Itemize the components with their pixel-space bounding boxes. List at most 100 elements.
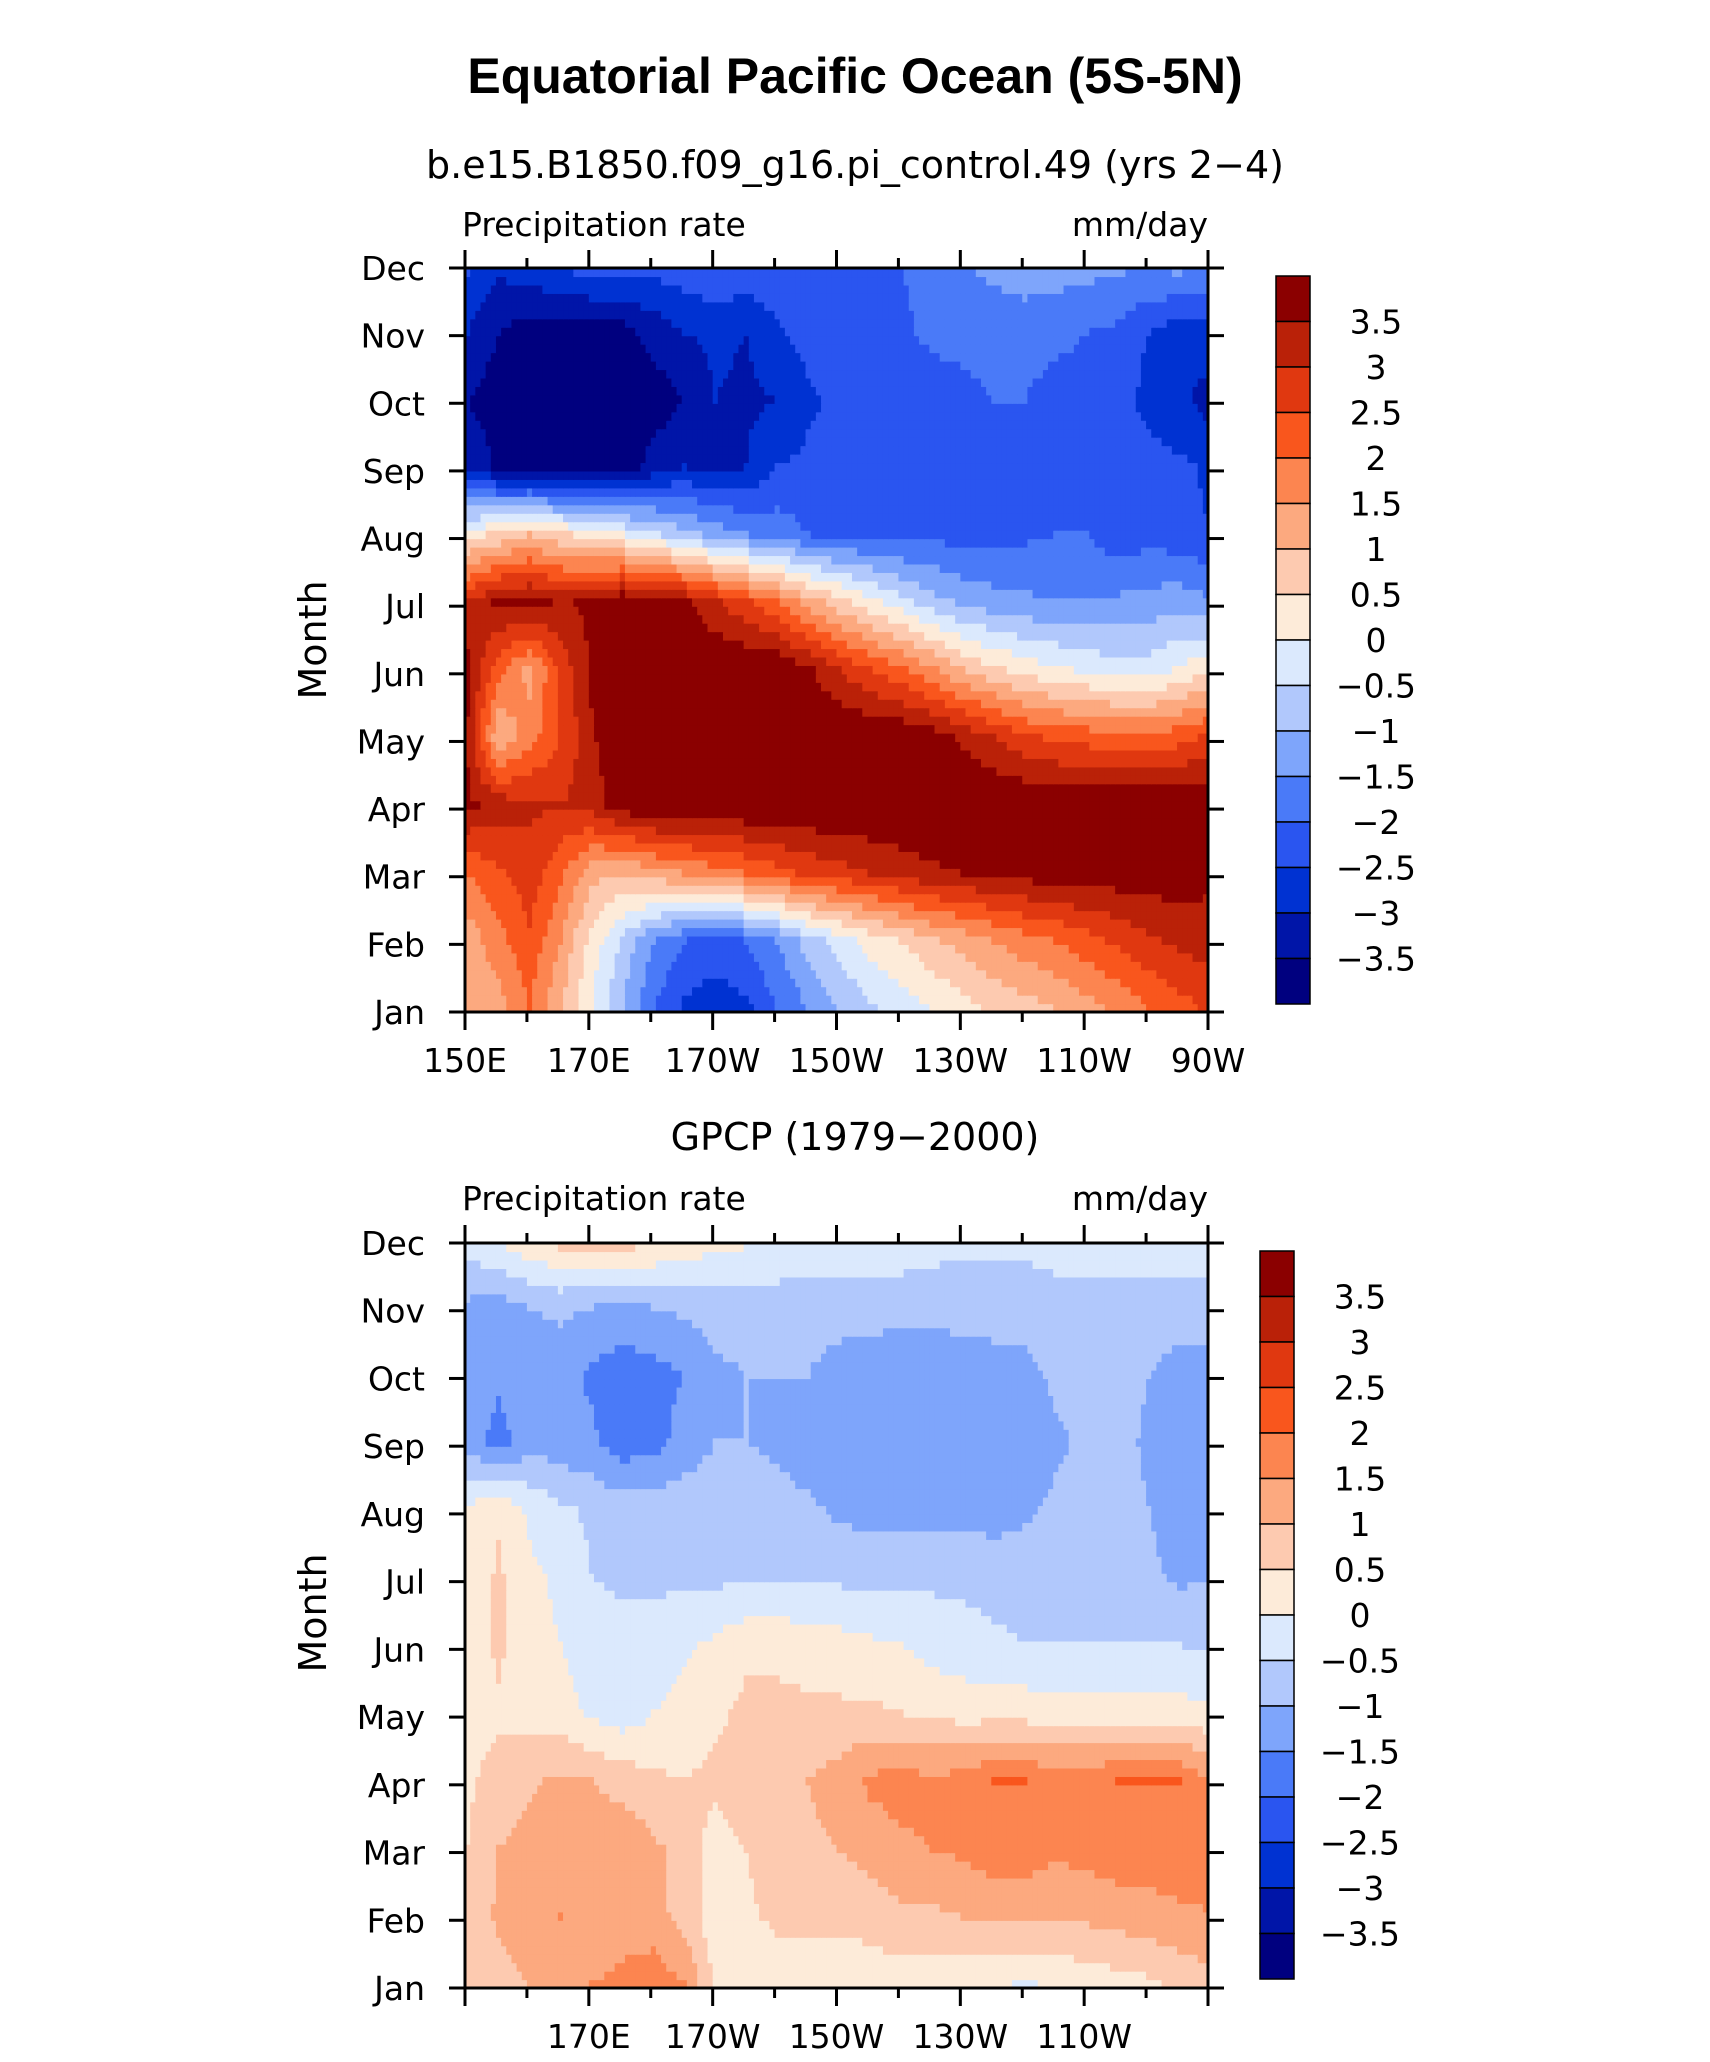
panel-model-heat-cell <box>975 792 982 802</box>
panel-model-heat-cell <box>552 826 559 836</box>
panel-model-heat-cell <box>1104 724 1111 734</box>
panel-model-heat-cell <box>1171 792 1178 802</box>
panel-model-heat-cell <box>733 961 740 971</box>
panel-model-heat-cell <box>1063 978 1070 988</box>
panel-model-heat-cell <box>1192 961 1199 971</box>
panel-model-heat-cell <box>1022 851 1029 861</box>
panel-model-heat-cell <box>738 969 745 979</box>
panel-model-heat-cell <box>872 893 879 903</box>
panel-model-heat-cell <box>980 800 987 810</box>
panel-model-heat-cell <box>934 817 941 827</box>
panel-model-heat-cell <box>475 868 482 878</box>
panel-model-heat-cell <box>1130 893 1137 903</box>
panel-model-heat-cell <box>903 944 910 954</box>
panel-model-heat-cell <box>599 944 605 954</box>
panel-model-heat-cell <box>743 893 750 903</box>
panel-model-heat-cell <box>490 826 497 836</box>
panel-model-heat-cell <box>722 800 729 810</box>
panel-model-heat-cell <box>475 826 482 836</box>
panel-model-heat-cell <box>1058 910 1065 920</box>
panel-model-heat-cell <box>950 800 956 810</box>
panel-model-heat-cell <box>681 758 688 768</box>
panel-model-heat-cell <box>1151 834 1157 844</box>
panel-model-heat-cell <box>779 817 786 827</box>
panel-model-heat-cell <box>1171 834 1178 844</box>
panel-model-heat-cell <box>790 775 796 785</box>
panel-model-heat-cell <box>733 952 740 962</box>
panel-model-heat-cell <box>862 741 869 751</box>
panel-model-heat-cell <box>800 919 807 929</box>
panel-model-heat-cell <box>707 927 714 937</box>
panel-model-heat-cell <box>1115 733 1121 743</box>
panel-model-heat-cell <box>800 927 807 937</box>
panel-model-heat-cell <box>929 935 936 945</box>
panel-model-heat-cell <box>1171 935 1178 945</box>
panel-model-heat-cell <box>939 969 946 979</box>
panel-model-heat-cell <box>960 919 967 929</box>
panel-model-heat-cell <box>1048 995 1054 1005</box>
panel-model-heat-cell <box>1011 817 1018 827</box>
panel-model-heat-cell <box>893 935 900 945</box>
panel-model-heat-cell <box>1032 885 1039 895</box>
panel-model-heat-cell <box>707 969 714 979</box>
panel-model-heat-cell <box>908 826 915 836</box>
panel-model-heat-cell <box>635 834 642 844</box>
panel-model-heat-cell <box>1146 961 1152 971</box>
panel-model-heat-cell <box>1109 910 1116 920</box>
panel-model-heat-cell <box>511 859 518 869</box>
panel-model-heat-cell <box>681 749 688 759</box>
panel-model-heat-cell <box>851 961 858 971</box>
panel-model-heat-cell <box>851 842 858 852</box>
panel-model-heat-cell <box>516 902 523 912</box>
panel-model-heat-cell <box>1094 927 1101 937</box>
panel-model-heat-cell <box>640 733 647 743</box>
panel-model-heat-cell <box>676 775 683 785</box>
panel-model-heat-cell <box>1011 842 1018 852</box>
panel-model-heat-cell <box>635 716 642 726</box>
panel-model-heat-cell <box>1151 961 1157 971</box>
panel-model-heat-cell <box>779 809 786 819</box>
panel-model-heat-cell <box>996 834 1003 844</box>
panel-model-heat-cell <box>888 741 894 751</box>
panel-model-heat-cell <box>743 919 750 929</box>
panel-model-heat-cell <box>1115 1003 1121 1013</box>
panel-model-heat-cell <box>815 716 822 726</box>
panel-model-heat-cell <box>1109 766 1116 776</box>
panel-model-heat-cell <box>1115 969 1121 979</box>
panel-model-heat-cell <box>929 733 936 743</box>
panel-model-heat-cell <box>1146 851 1152 861</box>
panel-model-heat-cell <box>784 724 791 734</box>
panel-model-heat-cell <box>686 766 693 776</box>
panel-model-heat-cell <box>733 716 740 726</box>
panel-model-heat-cell <box>934 927 941 937</box>
panel-model-heat-cell <box>495 851 502 861</box>
panel-model-heat-cell <box>733 919 740 929</box>
panel-model-heat-cell <box>944 733 951 743</box>
panel-model-heat-cell <box>882 749 889 759</box>
panel-model-heat-cell <box>784 733 791 743</box>
panel-model-heat-cell <box>1140 859 1147 869</box>
panel-model-heat-cell <box>1156 741 1163 751</box>
panel-model-heat-cell <box>619 842 626 852</box>
panel-model-heat-cell <box>1182 766 1188 776</box>
panel-model-heat-cell <box>532 741 538 751</box>
panel-model-heat-cell <box>485 868 492 878</box>
panel-model-heat-cell <box>764 724 771 734</box>
panel-model-heat-cell <box>1099 724 1106 734</box>
panel-model-heat-cell <box>1068 749 1075 759</box>
panel-model-heat-cell <box>614 868 621 878</box>
panel-model-heat-cell <box>877 826 884 836</box>
panel-model-heat-cell <box>1048 834 1054 844</box>
panel-model-heat-cell <box>919 741 925 751</box>
panel-model-heat-cell <box>944 927 951 937</box>
panel-model-heat-cell <box>738 775 745 785</box>
panel-model-heat-cell <box>929 851 936 861</box>
panel-model-heat-cell <box>738 851 745 861</box>
panel-model-heat-cell <box>573 961 580 971</box>
panel-model-heat-cell <box>1140 935 1147 945</box>
panel-model-heat-cell <box>1099 826 1106 836</box>
panel-model-heat-cell <box>1197 868 1204 878</box>
panel-model-heat-cell <box>950 868 956 878</box>
panel-model-heat-cell <box>578 817 585 827</box>
panel-model-heat-cell <box>712 749 719 759</box>
